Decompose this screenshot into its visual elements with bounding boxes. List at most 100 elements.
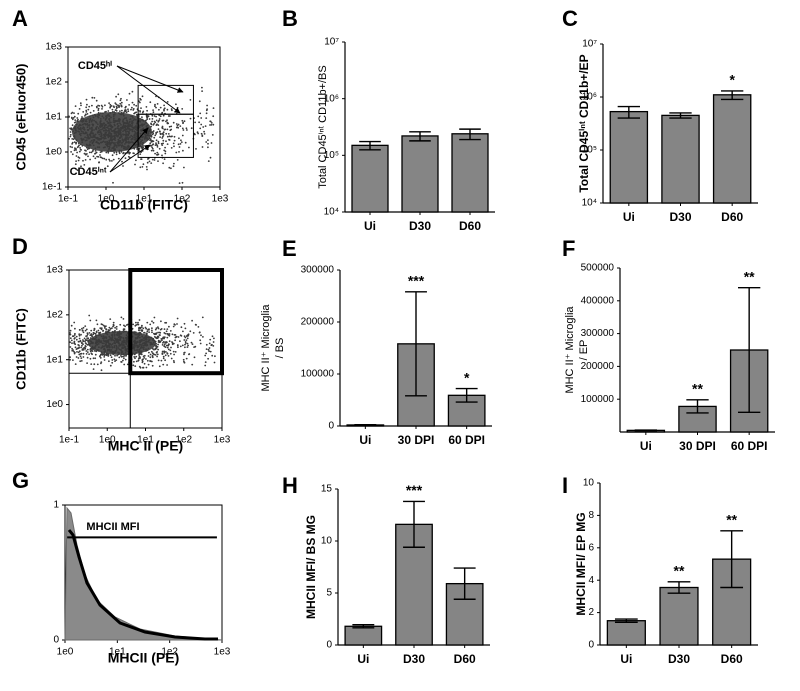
event	[155, 142, 157, 145]
event	[124, 129, 127, 131]
event	[104, 137, 107, 140]
event	[85, 343, 88, 345]
event	[85, 146, 88, 149]
event	[146, 332, 148, 335]
event	[86, 137, 88, 139]
event	[109, 112, 112, 114]
event	[162, 134, 165, 136]
event	[161, 137, 164, 139]
event	[87, 136, 90, 139]
event	[97, 109, 100, 111]
event	[151, 364, 154, 367]
error-bar	[403, 500, 425, 548]
event	[71, 118, 74, 121]
event	[102, 330, 104, 332]
event	[108, 326, 111, 329]
event	[152, 124, 155, 126]
event	[86, 113, 89, 115]
event	[110, 116, 112, 119]
significance-label: *	[729, 72, 735, 88]
annotation-arrow	[116, 65, 184, 93]
x-tick-label: 1e2	[174, 194, 191, 205]
y-tick-label: 4	[588, 575, 594, 586]
event	[210, 122, 213, 124]
event	[149, 323, 152, 326]
y-tick-label: 15	[321, 484, 333, 495]
event	[162, 142, 165, 145]
event	[87, 129, 89, 132]
event	[141, 335, 144, 338]
event	[122, 130, 124, 133]
event	[86, 126, 89, 129]
event	[84, 159, 87, 161]
event	[117, 353, 120, 356]
event	[107, 114, 110, 117]
event	[105, 151, 108, 154]
event	[187, 344, 190, 347]
event	[89, 117, 92, 120]
event	[90, 363, 93, 365]
event	[96, 348, 98, 351]
event	[145, 122, 148, 124]
event	[184, 343, 186, 346]
event	[72, 359, 74, 361]
event	[78, 337, 81, 340]
event	[103, 348, 105, 351]
event	[157, 341, 160, 343]
event	[142, 327, 145, 330]
event	[113, 124, 116, 127]
event	[124, 148, 127, 151]
event	[154, 144, 157, 147]
event	[131, 128, 134, 131]
event	[89, 158, 91, 161]
event	[141, 329, 144, 332]
event	[141, 343, 144, 345]
event	[122, 114, 125, 117]
event	[149, 353, 152, 356]
x-tick-label: 1e2	[161, 647, 178, 658]
event	[151, 360, 153, 363]
event	[104, 131, 107, 134]
event	[142, 163, 145, 166]
event	[106, 349, 109, 352]
event	[153, 343, 156, 346]
event	[97, 107, 100, 110]
event	[172, 165, 175, 168]
y-tick-label: 200000	[301, 317, 335, 328]
event	[163, 337, 166, 340]
event	[72, 130, 74, 133]
event	[123, 357, 125, 360]
event	[108, 360, 110, 363]
event	[75, 141, 78, 144]
event	[87, 108, 90, 111]
event	[189, 330, 192, 333]
event	[145, 341, 148, 344]
event	[135, 321, 137, 324]
x-tick-label: Ui	[623, 210, 635, 224]
event	[117, 157, 120, 160]
event	[168, 334, 171, 337]
event	[120, 101, 123, 104]
y-tick-label: 10⁵	[324, 150, 339, 161]
event	[147, 363, 150, 366]
event	[112, 142, 115, 144]
event	[92, 331, 95, 334]
event	[151, 331, 153, 334]
x-tick-label: 1e3	[214, 647, 231, 658]
event	[122, 337, 125, 340]
event	[101, 342, 104, 345]
event	[143, 123, 146, 126]
event	[98, 114, 101, 117]
event	[134, 134, 136, 137]
event	[126, 120, 129, 123]
gate	[137, 113, 194, 158]
event	[93, 138, 96, 141]
event	[121, 109, 123, 112]
event	[131, 115, 134, 118]
event	[110, 356, 113, 359]
event	[131, 101, 134, 104]
event	[81, 116, 83, 118]
y-axis-label: Total CD45ⁱⁿᵗ CD11b+/EP	[577, 54, 591, 192]
event	[94, 157, 97, 160]
event	[127, 144, 130, 147]
